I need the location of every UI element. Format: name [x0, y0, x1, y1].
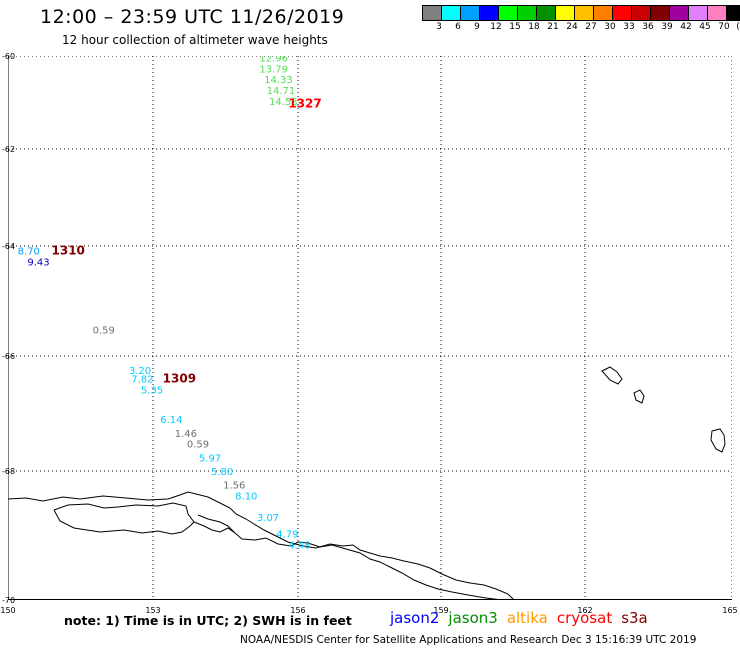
legend-label: 18	[528, 22, 540, 32]
wave-height-label: 4.79	[276, 529, 298, 540]
wave-height-label: 1.56	[223, 480, 245, 491]
wave-height-label: 3.20	[129, 366, 151, 377]
legend-label: 27	[585, 22, 597, 32]
legend-label: 33	[623, 22, 635, 32]
wave-height-label: 5.97	[199, 453, 221, 464]
wave-height-label: 5.80	[211, 467, 233, 478]
satellite-name: cryosat	[556, 609, 613, 627]
legend-swatch	[423, 6, 442, 20]
legend-swatch	[651, 6, 670, 20]
page-subtitle: 12 hour collection of altimeter wave hei…	[62, 33, 328, 47]
legend-label: 30	[604, 22, 616, 32]
legend-swatch	[708, 6, 727, 20]
legend-swatch	[461, 6, 480, 20]
legend-label: 9	[474, 22, 480, 32]
wave-height-label: 9.43	[27, 257, 49, 268]
wave-height-label: 4.48	[288, 540, 310, 551]
legend-swatch	[670, 6, 689, 20]
pass-number-label: 1310	[52, 244, 85, 258]
legend-swatch	[689, 6, 708, 20]
legend-swatch	[518, 6, 537, 20]
satellite-name: jason3	[448, 609, 498, 627]
pass-number-label: 1309	[163, 371, 196, 385]
longitude-label: 162	[577, 606, 593, 615]
wave-height-label: 0.59	[187, 440, 209, 451]
legend-swatch	[613, 6, 632, 20]
wave-height-label: 13.79	[259, 64, 288, 75]
graticule	[8, 56, 732, 600]
longitude-label: 150	[0, 606, 16, 615]
legend-label: 24	[566, 22, 578, 32]
legend-label: 12	[490, 22, 502, 32]
legend-label: 3	[436, 22, 442, 32]
legend-label: 36	[642, 22, 654, 32]
wave-height-label: 8.70	[18, 247, 40, 258]
wave-height-label: 0.59	[93, 325, 115, 336]
map-frame	[8, 56, 732, 600]
pass-number-label: 1327	[288, 97, 321, 111]
legend-swatch	[499, 6, 518, 20]
satellite-name: jason2	[390, 609, 440, 627]
wave-height-label: 3.07	[257, 513, 279, 524]
legend-label: 70	[718, 22, 730, 32]
legend-swatch	[727, 6, 740, 20]
latitude-label: -68	[2, 467, 16, 476]
latitude-label: -70	[2, 596, 16, 605]
wave-height-label: 12.96	[259, 56, 288, 64]
latitude-label: -66	[2, 352, 16, 361]
legend-label: 39	[661, 22, 673, 32]
wave-height-label: 14.71	[267, 86, 296, 97]
legend-swatch	[632, 6, 651, 20]
legend-swatch	[556, 6, 575, 20]
legend-label: 21	[547, 22, 559, 32]
longitude-label: 153	[145, 606, 161, 615]
color-legend	[422, 5, 740, 21]
wave-height-label: 8.10	[235, 491, 257, 502]
longitude-label: 156	[290, 606, 306, 615]
wave-height-label: 7.82	[131, 374, 153, 385]
credit-line: NOAA/NESDIS Center for Satellite Applica…	[240, 634, 697, 646]
antarctic-coastline	[8, 366, 726, 600]
satellite-legend: jason2 jason3 altika cryosat s3a	[390, 609, 657, 627]
legend-swatch	[537, 6, 556, 20]
legend-swatch	[480, 6, 499, 20]
longitude-label: 165	[722, 606, 738, 615]
legend-label: 6	[455, 22, 461, 32]
page-title: 12:00 – 23:59 UTC 11/26/2019	[40, 6, 345, 28]
wave-height-label: 5.35	[141, 385, 163, 396]
wave-height-label: 14.53	[269, 97, 298, 108]
legend-label: (ft)	[736, 22, 740, 32]
legend-swatch	[442, 6, 461, 20]
legend-label: 15	[509, 22, 521, 32]
latitude-label: -60	[2, 52, 16, 61]
latitude-label: -64	[2, 242, 16, 251]
satellite-name: s3a	[621, 609, 648, 627]
footer-note: note: 1) Time is in UTC; 2) SWH is in fe…	[64, 613, 352, 628]
legend-label: 45	[699, 22, 711, 32]
wave-height-label: 14.33	[264, 75, 293, 86]
latitude-label: -62	[2, 145, 16, 154]
legend-swatch	[575, 6, 594, 20]
wave-height-label: 1.46	[175, 429, 197, 440]
legend-label: 42	[680, 22, 692, 32]
satellite-name: altika	[506, 609, 548, 627]
longitude-label: 159	[433, 606, 449, 615]
wave-height-label: 6.14	[160, 415, 182, 426]
legend-swatch	[594, 6, 613, 20]
